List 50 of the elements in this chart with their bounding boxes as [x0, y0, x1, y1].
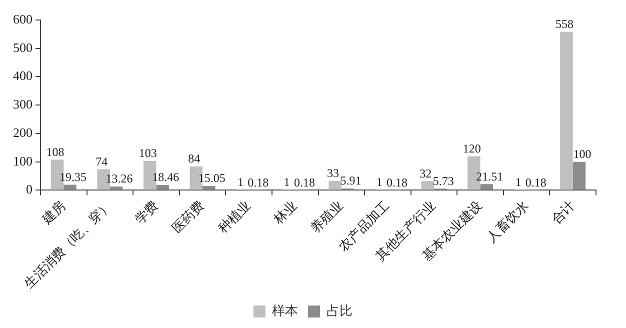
data-label: 21.51 — [476, 169, 504, 184]
y-tick-label: 100 — [13, 153, 32, 168]
data-label: 108 — [46, 144, 64, 159]
x-tick-label: 合计 — [548, 198, 578, 227]
y-tick-label: 0 — [26, 182, 32, 197]
legend-label: 样本 — [272, 302, 298, 318]
data-label: 1 — [284, 175, 290, 190]
data-label: 0.18 — [386, 175, 408, 190]
legend-label: 占比 — [326, 302, 352, 318]
data-label: 0.18 — [525, 175, 546, 190]
data-label: 13.26 — [106, 172, 133, 186]
data-label: 15.05 — [198, 171, 226, 186]
data-label: 1 — [515, 175, 522, 190]
bar — [572, 162, 586, 190]
x-tick-label: 学费 — [132, 198, 161, 227]
data-label: 1 — [376, 175, 382, 190]
data-label: 558 — [555, 17, 574, 32]
bar — [156, 185, 169, 190]
bar — [64, 184, 76, 190]
data-label: 0.18 — [294, 175, 315, 190]
bar — [560, 32, 573, 190]
data-label: 120 — [462, 141, 481, 156]
bar — [202, 186, 216, 190]
data-label: 19.35 — [60, 170, 87, 184]
x-tick-label: 人畜饮水 — [484, 198, 532, 246]
data-label: 5.73 — [432, 174, 454, 188]
y-tick-label: 200 — [13, 124, 32, 140]
x-tick-label: 建房 — [38, 198, 68, 228]
data-label: 5.91 — [340, 174, 362, 188]
x-tick-label: 医药费 — [168, 198, 208, 236]
bar — [480, 184, 493, 190]
data-label: 84 — [188, 152, 200, 166]
y-tick-label: 500 — [13, 40, 32, 55]
data-label: 18.46 — [152, 170, 180, 184]
bar — [421, 181, 434, 190]
data-label: 100 — [573, 147, 592, 162]
bar — [110, 186, 123, 190]
data-label: 33 — [327, 166, 340, 180]
bar — [328, 180, 342, 190]
data-label: 1 — [237, 175, 244, 190]
data-label: 74 — [96, 154, 108, 168]
y-tick-label: 400 — [13, 68, 32, 84]
x-tick-label: 林业 — [270, 198, 300, 228]
data-label: 32 — [420, 166, 432, 180]
y-tick-label: 300 — [13, 96, 32, 112]
data-label: 103 — [138, 146, 157, 160]
x-tick-label: 养殖业 — [308, 198, 346, 236]
y-tick-label: 600 — [13, 11, 32, 26]
x-tick-label: 种植业 — [215, 198, 254, 236]
data-label: 0.18 — [248, 175, 269, 190]
